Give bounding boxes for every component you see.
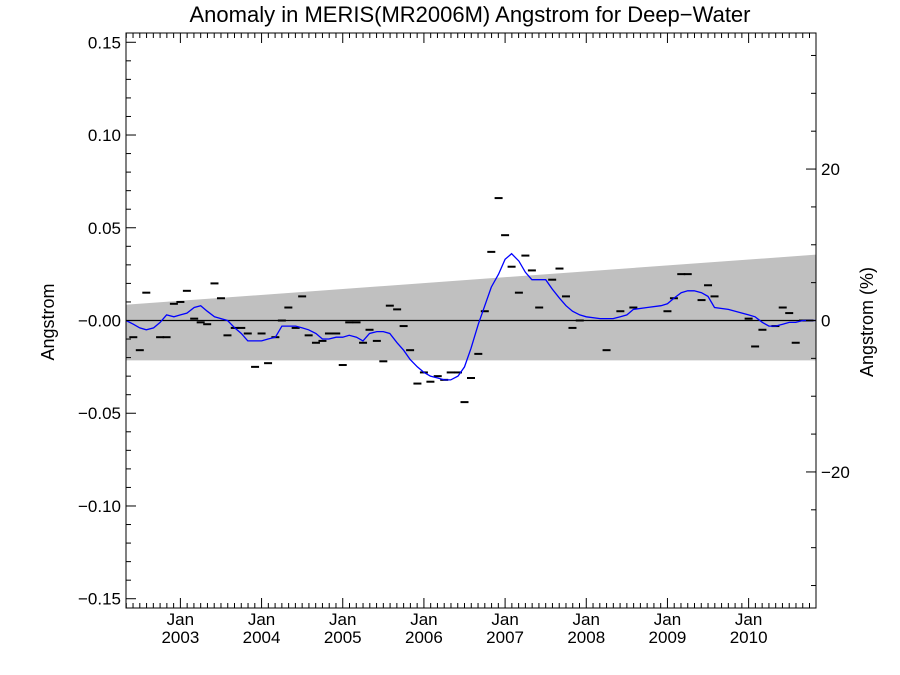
x-tick-label-month: Jan: [410, 610, 437, 629]
plot-content: [126, 197, 816, 404]
y-tick-label-right: 0: [821, 312, 830, 331]
y-axis-label-left: Angstrom: [38, 283, 58, 360]
y-tick-label-right: −20: [821, 463, 850, 482]
x-tick-label-year: 2010: [730, 628, 768, 647]
y-tick-label-left: −0.10: [78, 497, 121, 516]
uncertainty-band: [126, 254, 816, 361]
x-tick-label-year: 2004: [243, 628, 281, 647]
y-tick-label-left: 0.05: [88, 219, 121, 238]
x-tick-label-month: Jan: [654, 610, 681, 629]
x-tick-label-month: Jan: [167, 610, 194, 629]
x-tick-label-month: Jan: [248, 610, 275, 629]
x-tick-label-month: Jan: [735, 610, 762, 629]
y-tick-label-left: −0.05: [78, 404, 121, 423]
y-tick-label-right: 20: [821, 160, 840, 179]
x-tick-label-year: 2008: [567, 628, 605, 647]
smoothed-line: [126, 252, 816, 381]
x-tick-label-month: Jan: [491, 610, 518, 629]
x-tick-label-year: 2003: [161, 628, 199, 647]
y-tick-label-left: −0.15: [78, 590, 121, 609]
x-tick-label-month: Jan: [329, 610, 356, 629]
axes: 0.15 0.10 0.05 −0.00 −0.05 −0.10 −0.15 20 0 −20 Ja…: [78, 32, 850, 647]
plot-area: [126, 197, 816, 404]
chart-title: Anomaly in MERIS(MR2006M) Angstrom for D…: [190, 2, 751, 27]
x-tick-label-year: 2007: [486, 628, 524, 647]
x-tick-label-year: 2005: [324, 628, 362, 647]
y-tick-label-left: 0.10: [88, 126, 121, 145]
y-tick-label-left: 0.15: [88, 33, 121, 52]
y-axis-label-right: Angstrom (%): [857, 267, 877, 377]
y-tick-label-left: −0.00: [78, 312, 121, 331]
x-tick-label-year: 2009: [649, 628, 687, 647]
x-tick-label-year: 2006: [405, 628, 443, 647]
x-tick-label-month: Jan: [573, 610, 600, 629]
